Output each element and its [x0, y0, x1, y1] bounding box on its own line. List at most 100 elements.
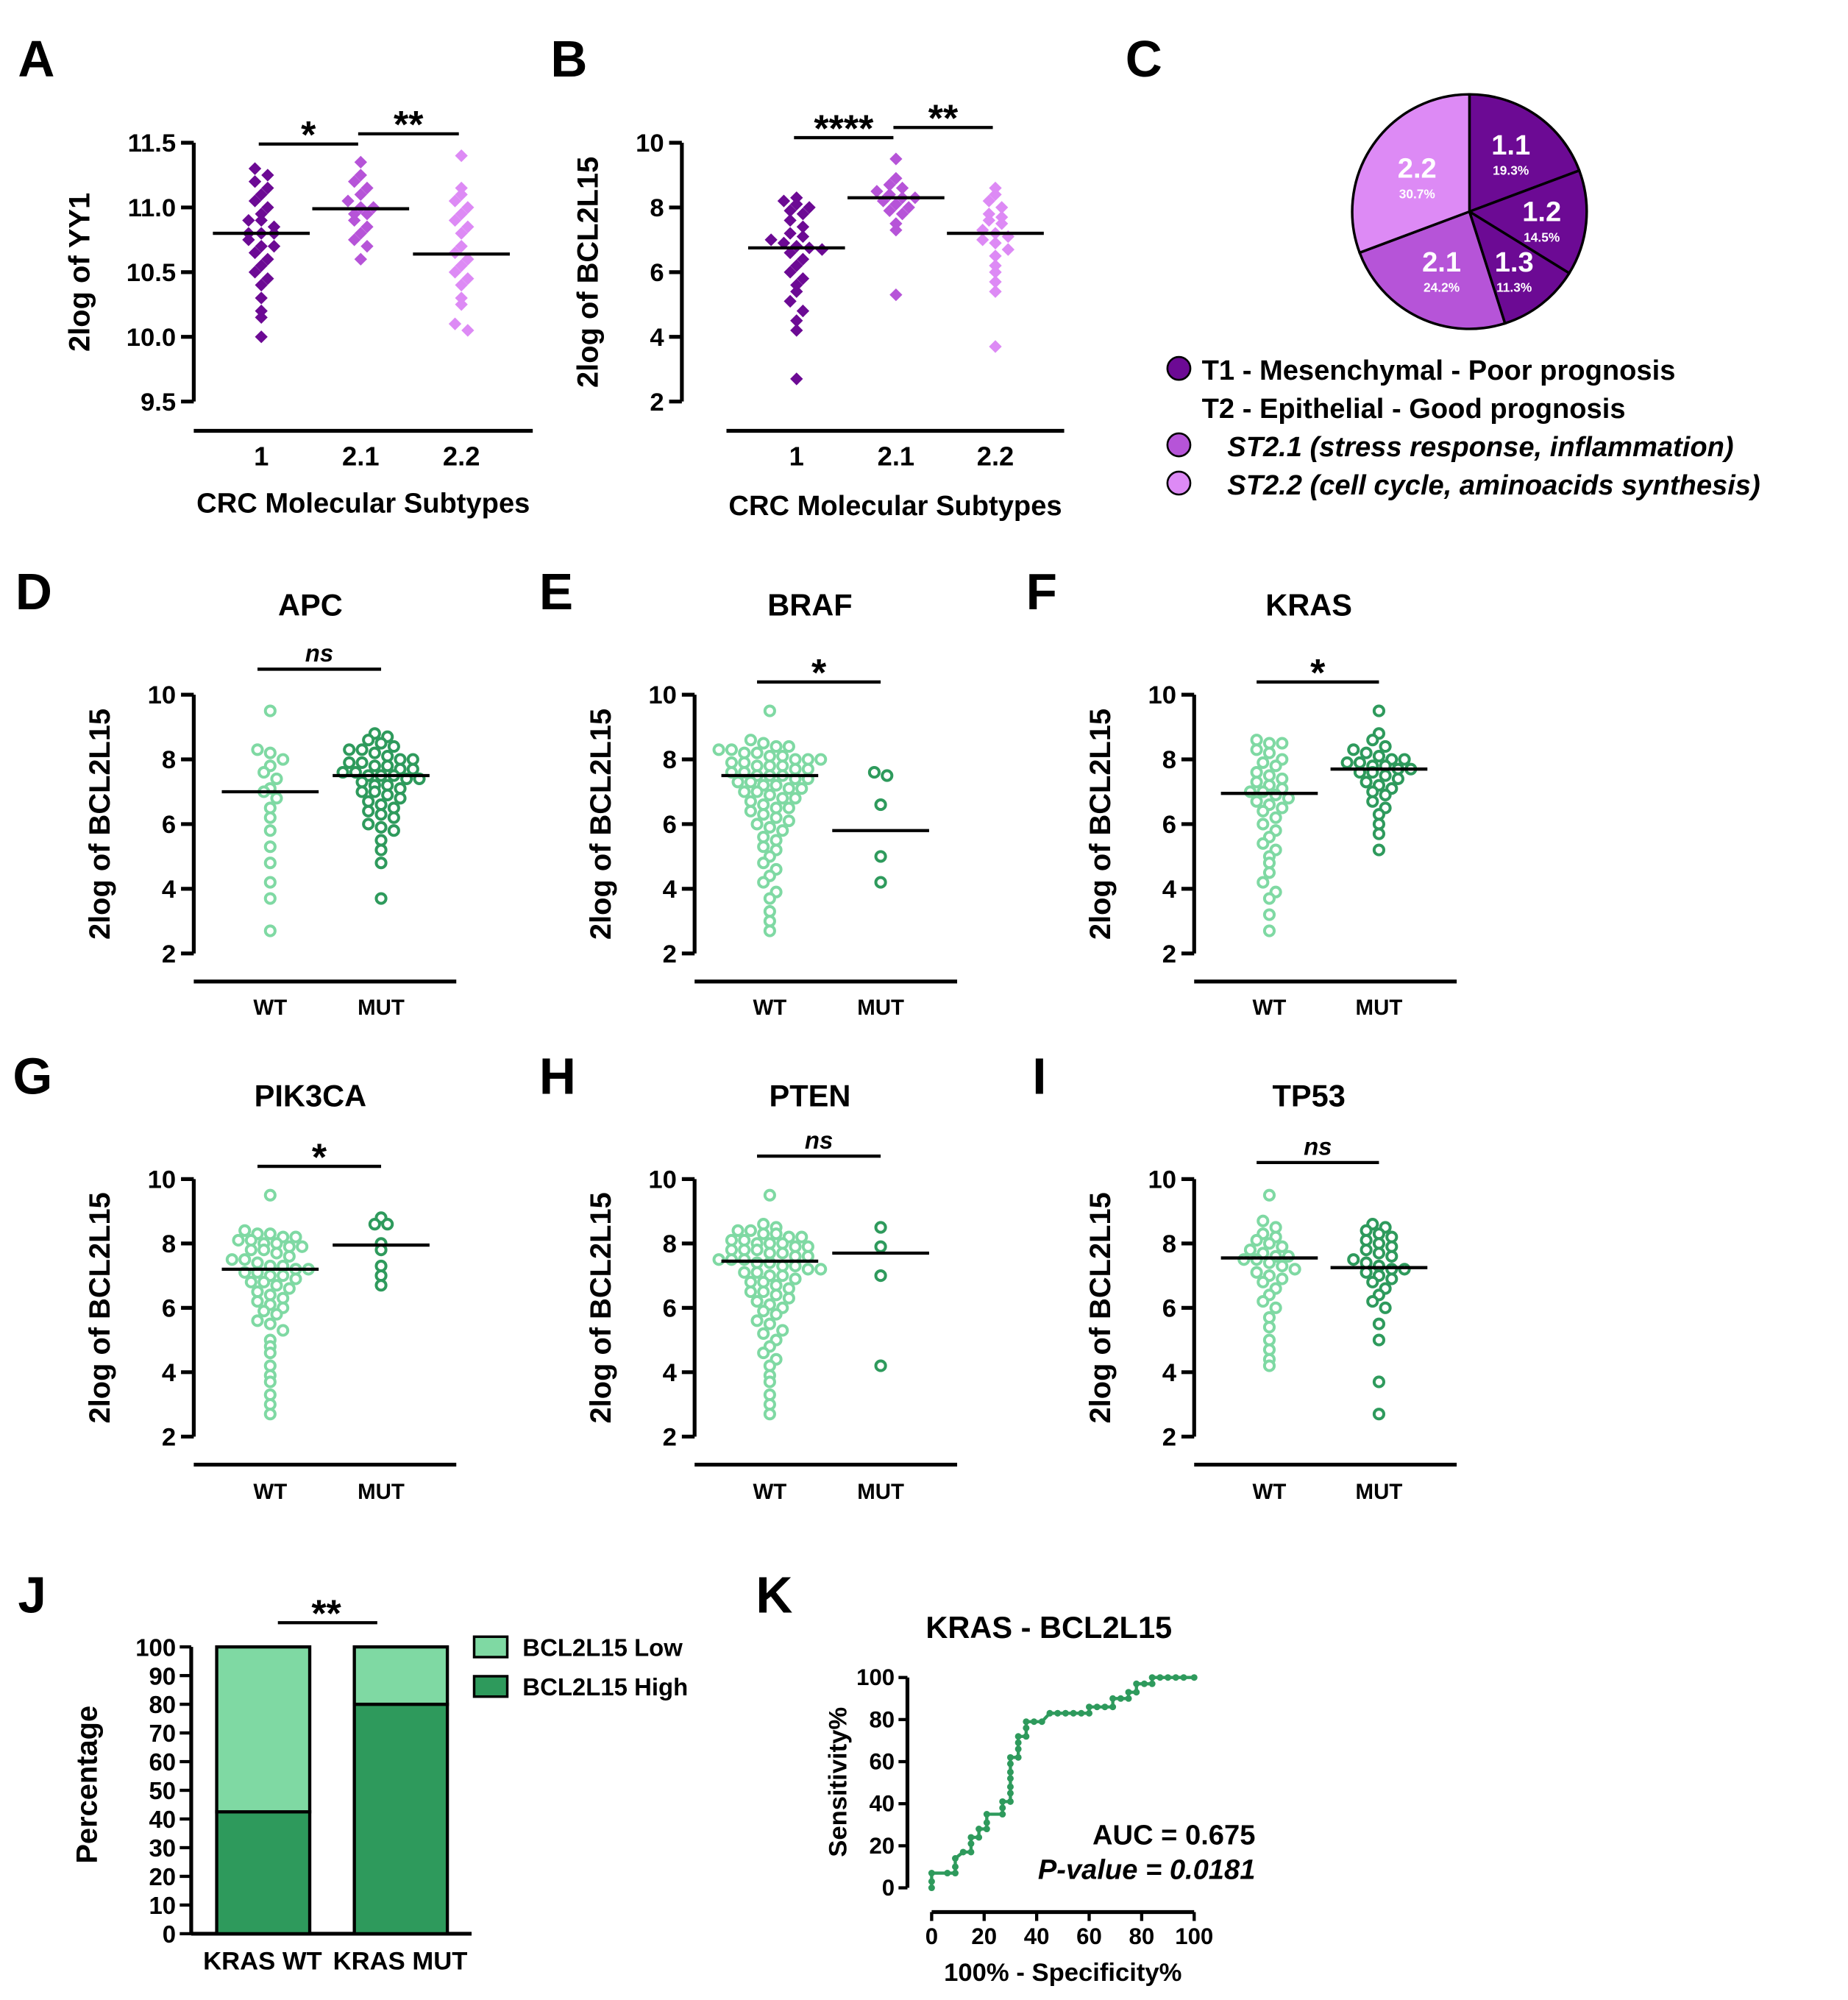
data-point — [1372, 1375, 1386, 1389]
data-point — [374, 843, 388, 857]
data-point — [763, 788, 776, 801]
data-point — [1379, 1301, 1392, 1314]
panel-title: BRAF — [767, 588, 852, 623]
y-tick-label: 8 — [1162, 1230, 1176, 1258]
x-tick-label: WT — [253, 1480, 287, 1504]
data-point — [289, 1230, 302, 1244]
data-point — [354, 252, 367, 266]
data-point — [738, 1253, 751, 1266]
data-point — [757, 876, 770, 889]
data-point — [381, 779, 394, 792]
data-point — [1257, 785, 1270, 798]
y-tick-label: 2 — [650, 389, 664, 416]
data-point — [244, 1244, 257, 1257]
panel-letter: H — [539, 1047, 576, 1104]
data-point — [757, 1285, 770, 1299]
roc-point — [1006, 1775, 1014, 1782]
panel-I: I TP53 2 4 6 8 10 2log of BCL2L15 WT MUT ns — [1032, 1047, 1457, 1504]
data-point — [1262, 908, 1276, 921]
data-point — [255, 330, 268, 344]
data-point — [883, 178, 896, 191]
data-point — [782, 814, 795, 828]
bar-segment — [352, 1702, 449, 1936]
y-axis-label: 2log of BCL2L15 — [585, 709, 617, 940]
roc-point — [1086, 1703, 1093, 1711]
data-point — [744, 795, 757, 808]
data-point — [1391, 772, 1404, 785]
data-point — [1237, 1253, 1251, 1266]
p-value-label: P-value = 0.0181 — [1038, 1854, 1256, 1885]
data-point — [776, 759, 789, 773]
pie-slice — [1466, 169, 1588, 275]
data-point — [394, 792, 407, 805]
data-point — [257, 1305, 271, 1318]
data-point — [374, 808, 388, 821]
data-point — [251, 743, 264, 756]
x-tick-label: MUT — [1356, 1480, 1403, 1504]
data-point — [870, 185, 884, 198]
pie-slice — [1351, 93, 1471, 255]
data-point — [777, 236, 791, 249]
data-point — [750, 818, 764, 831]
data-point — [368, 759, 381, 773]
data-point — [801, 762, 814, 776]
data-point — [763, 892, 776, 905]
data-point — [725, 743, 738, 756]
x-tick-label: 1 — [254, 441, 269, 471]
data-point — [1262, 1237, 1276, 1250]
data-point — [248, 246, 262, 260]
data-point — [263, 1408, 277, 1421]
bar-segment — [215, 1645, 312, 1814]
data-point — [789, 1272, 802, 1286]
panel-A: A 9.5 10.0 10.5 11.0 11.5 2log of YY1 1 2.1 2.2 CR… — [18, 30, 533, 519]
panel-letter: J — [18, 1566, 46, 1623]
data-point — [776, 1247, 789, 1260]
slice-percent: 11.3% — [1496, 280, 1532, 295]
data-point — [1262, 1321, 1276, 1334]
data-point — [738, 1266, 751, 1279]
data-point — [796, 230, 810, 244]
data-point — [270, 1308, 283, 1321]
roc-point — [1180, 1674, 1187, 1681]
data-point — [989, 340, 1002, 353]
data-point — [796, 304, 810, 318]
data-point — [874, 1240, 887, 1253]
data-point — [1269, 788, 1282, 801]
significance-label: ** — [928, 97, 959, 140]
data-point — [347, 175, 361, 188]
data-point — [989, 259, 1002, 272]
data-point — [461, 220, 475, 233]
data-point — [270, 1247, 283, 1260]
data-point — [255, 291, 268, 305]
data-point — [763, 1188, 776, 1202]
data-point — [1257, 876, 1270, 889]
roc-point — [1006, 1798, 1014, 1805]
data-point — [257, 766, 271, 779]
data-point — [263, 892, 277, 905]
roc-point — [1190, 1674, 1198, 1681]
data-point — [744, 1285, 757, 1299]
data-point — [257, 1275, 271, 1288]
y-tick-label: 6 — [1162, 1294, 1176, 1322]
data-point — [343, 743, 356, 756]
y-tick-label: 6 — [1162, 811, 1176, 839]
data-point — [881, 769, 894, 782]
data-point — [360, 240, 374, 253]
data-point — [738, 746, 751, 759]
x-tick-label: 2.1 — [342, 441, 380, 471]
data-point — [1372, 843, 1386, 857]
roc-point — [1006, 1753, 1014, 1761]
data-point — [777, 194, 791, 208]
roc-point — [1023, 1724, 1030, 1731]
data-point — [1269, 759, 1282, 773]
data-point — [362, 804, 375, 818]
y-tick-label: 4 — [650, 324, 664, 352]
data-point — [1385, 1272, 1399, 1286]
data-point — [1276, 737, 1289, 750]
data-point — [763, 915, 776, 928]
data-point — [712, 743, 725, 756]
roc-point — [1006, 1783, 1014, 1790]
data-point — [255, 213, 268, 227]
panel-title: APC — [278, 588, 343, 623]
